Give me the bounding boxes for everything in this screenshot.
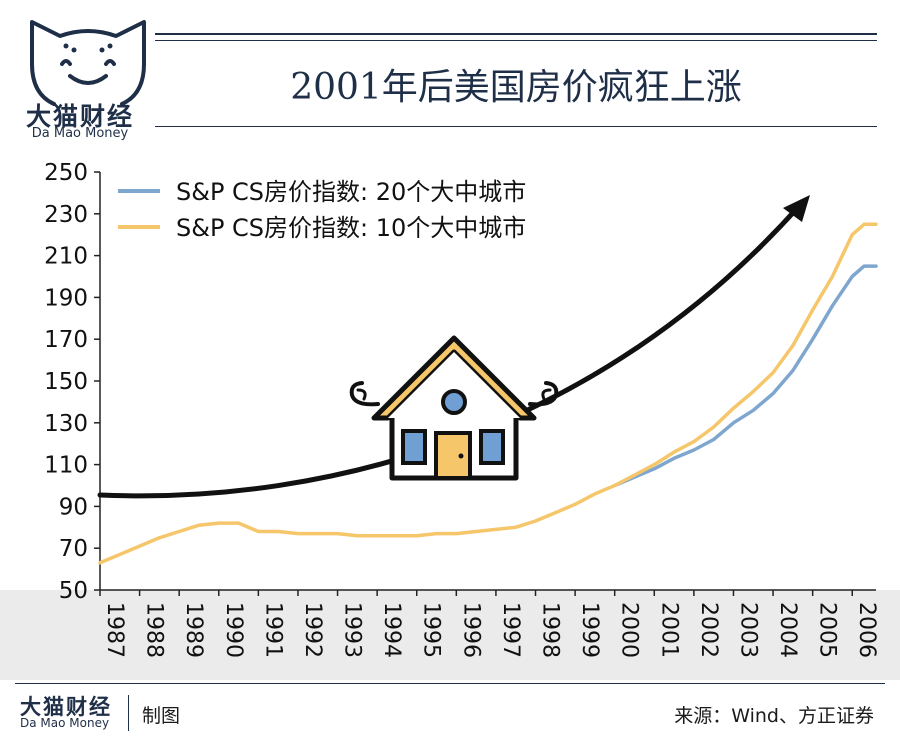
x-tick-label: 2001 [656,602,681,658]
series-lines [98,222,878,565]
page-title: 2001年后美国房价疯狂上涨 [290,67,742,108]
x-tick-label: 1996 [458,602,483,658]
y-tick-label: 90 [59,494,88,520]
x-tick-label: 1987 [102,602,127,658]
y-tick-label: 50 [59,578,88,604]
brand-name: 大猫财经 [25,102,134,131]
y-tick-label: 230 [44,202,88,228]
title-rule [155,40,877,41]
series-line-1 [612,264,878,488]
y-tick-label: 190 [44,285,88,311]
x-tick-label: 1995 [419,602,444,658]
x-tick-label: 1998 [538,602,563,658]
x-tick-label: 2003 [735,602,760,658]
y-tick-label: 150 [44,369,88,395]
x-tick-label: 1992 [300,602,325,658]
y-tick-label: 250 [44,160,88,186]
title-rule [155,126,877,127]
legend-label: S&P CS房价指数: 10个大中城市 [176,214,526,242]
x-tick-label: 1990 [221,602,246,658]
legend: S&P CS房价指数: 20个大中城市 S&P CS房价指数: 10个大中城市 [118,178,526,242]
y-tick-label: 210 [44,244,88,270]
y-tick-label: 110 [44,453,88,479]
x-tick-label: 2002 [696,602,721,658]
y-tick-label: 170 [44,327,88,353]
header: 大猫财经 Da Mao Money 2001年后美国房价疯狂上涨 [0,0,900,141]
x-tick-label: 1999 [577,602,602,658]
brand-subtitle: Da Mao Money [31,126,129,141]
x-axis: 1987 1988 1989 1990 1991 1992 1993 1994 1995 1996… [99,589,879,658]
x-tick-label: 2005 [815,602,840,658]
x-tick-label: 1997 [498,602,523,658]
footer-brand-name: 大猫财经 [20,695,112,719]
footer-divider [128,695,129,731]
cat-logo-icon [30,20,146,106]
footer-brand-subtitle: Da Mao Money [20,716,110,730]
footer-source: 来源：Wind、方正证券 [674,705,874,727]
x-tick-label: 1989 [181,602,206,658]
title-rule [155,33,877,35]
y-axis: 50 70 90 110 130 150 170 190 210 230 250 [44,160,101,604]
footer-credit: 制图 [142,705,181,727]
footer: 大猫财经 Da Mao Money 制图 来源：Wind、方正证券 [0,683,900,752]
x-tick-label: 1994 [379,602,404,658]
x-tick-label: 1988 [142,602,167,658]
x-tick-label: 2000 [617,602,642,658]
x-tick-label: 1993 [340,602,365,658]
x-axis-band [0,590,900,680]
y-tick-label: 70 [59,536,88,562]
legend-label: S&P CS房价指数: 20个大中城市 [176,178,526,206]
x-tick-label: 2006 [854,602,879,658]
footer-rule [15,683,885,684]
y-tick-label: 130 [44,411,88,437]
x-tick-label: 1991 [260,602,285,658]
series-line-2 [98,222,878,565]
house-icon [349,335,559,481]
x-tick-label: 2004 [775,602,800,658]
